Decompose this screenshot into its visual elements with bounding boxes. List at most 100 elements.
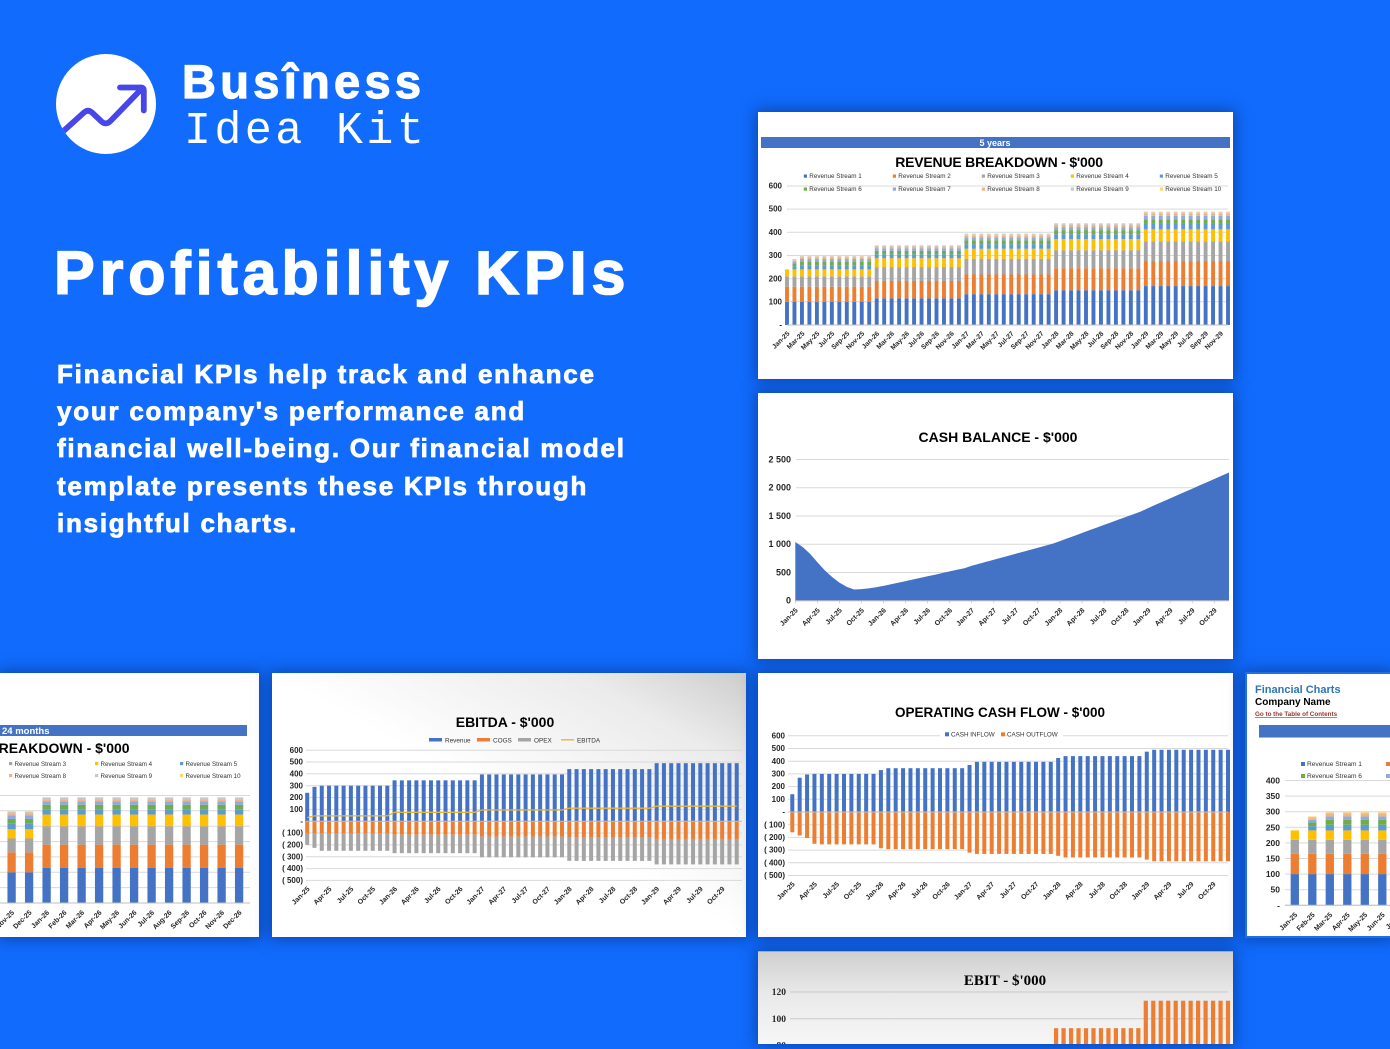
svg-text:100: 100 [290,805,304,814]
svg-text:Jan-27: Jan-27 [466,886,487,907]
svg-text:Jul-26: Jul-26 [910,881,929,900]
svg-text:Revenue Stream 1: Revenue Stream 1 [1307,761,1362,768]
svg-text:Jan-28: Jan-28 [1044,607,1065,628]
svg-text:350: 350 [1266,791,1280,801]
svg-text:250: 250 [1266,822,1280,832]
svg-text:Oct-27: Oct-27 [531,886,551,906]
svg-text:Jul-29: Jul-29 [685,886,704,905]
svg-text:OPERATING CASH FLOW - $'000: OPERATING CASH FLOW - $'000 [895,705,1105,720]
svg-text:Apr-25: Apr-25 [801,607,822,628]
svg-text:CASH INFLOW: CASH INFLOW [951,732,995,739]
svg-text:Jul-29: Jul-29 [1176,881,1195,900]
svg-text:Revenue Stream 5: Revenue Stream 5 [1165,173,1218,180]
svg-text:Apr-28: Apr-28 [1064,881,1085,902]
svg-text:0: 0 [786,596,791,606]
svg-text:Apr-29: Apr-29 [1154,607,1175,628]
svg-text:Jul-25: Jul-25 [825,607,844,626]
svg-text:EBITDA - $'000: EBITDA - $'000 [456,714,555,730]
svg-text:Mar-25: Mar-25 [1313,912,1334,933]
svg-text:Jan-26: Jan-26 [378,886,399,907]
svg-text:Revenue Stream 3: Revenue Stream 3 [987,173,1040,180]
svg-text:Go to the Table of Contents: Go to the Table of Contents [1255,711,1338,718]
svg-text:400: 400 [769,228,783,237]
svg-text:Nov-26: Nov-26 [205,909,227,931]
svg-text:24 months: 24 months [2,726,50,737]
svg-text:Revenue Stream 1: Revenue Stream 1 [809,173,862,180]
svg-text:-: - [782,808,785,817]
svg-text:100: 100 [772,1015,787,1025]
svg-text:Oct-29: Oct-29 [1198,607,1218,627]
svg-text:500: 500 [772,744,786,753]
svg-text:Oct-29: Oct-29 [706,886,726,906]
svg-text:Revenue Stream 8: Revenue Stream 8 [15,773,67,780]
svg-text:May-26: May-26 [99,909,121,931]
svg-text:Jan-26: Jan-26 [867,607,888,628]
svg-text:( 500): ( 500) [282,876,303,885]
svg-text:-: - [300,817,303,826]
svg-text:Financial Charts: Financial Charts [1255,684,1341,696]
svg-text:Oct-29: Oct-29 [1197,881,1217,901]
svg-text:EBITDA: EBITDA [577,738,601,745]
svg-text:Oct-25: Oct-25 [843,881,863,901]
svg-text:( 200): ( 200) [282,841,303,850]
svg-text:-: - [779,321,782,330]
svg-text:300: 300 [1266,807,1280,817]
svg-text:( 500): ( 500) [764,871,785,880]
svg-text:Jan-26: Jan-26 [865,881,886,902]
svg-text:COGS: COGS [493,738,512,745]
svg-text:Feb-25: Feb-25 [1296,912,1317,933]
svg-text:500: 500 [769,205,783,214]
svg-text:500: 500 [290,758,304,767]
svg-text:Company Name: Company Name [1255,697,1331,708]
svg-text:Apr-29: Apr-29 [662,886,683,907]
svg-text:50: 50 [1271,885,1281,895]
svg-text:500: 500 [776,568,791,578]
svg-text:Jun-26: Jun-26 [118,909,139,930]
svg-text:Jul-27: Jul-27 [1001,607,1020,626]
svg-text:OPEX: OPEX [534,738,552,745]
svg-text:Mar-26: Mar-26 [65,909,86,930]
svg-text:100: 100 [1266,869,1280,879]
svg-text:1 500: 1 500 [768,511,791,521]
svg-text:Dec-26: Dec-26 [222,909,243,930]
svg-text:Apr-25: Apr-25 [798,881,819,902]
svg-text:Revenue Stream 7: Revenue Stream 7 [898,186,951,193]
svg-text:Revenue Stream 4: Revenue Stream 4 [101,761,153,768]
svg-text:Jan-28: Jan-28 [1042,881,1063,902]
svg-text:Revenue Stream 6: Revenue Stream 6 [1307,773,1362,780]
svg-text:Revenue: Revenue [445,738,471,745]
svg-text:Oct-28: Oct-28 [1109,881,1129,901]
svg-text:600: 600 [769,182,783,191]
svg-text:400: 400 [290,769,304,778]
svg-text:2 000: 2 000 [768,483,791,493]
svg-text:Jul-28: Jul-28 [1088,881,1107,900]
svg-text:Apr-29: Apr-29 [1153,881,1174,902]
svg-text:Jan-29: Jan-29 [1132,607,1153,628]
svg-text:300: 300 [769,251,783,260]
svg-text:300: 300 [290,781,304,790]
svg-text:Jul-25: Jul-25 [822,881,841,900]
svg-text:Jan-25: Jan-25 [779,607,800,628]
svg-text:200: 200 [769,274,783,283]
svg-text:Jan-29: Jan-29 [1131,881,1152,902]
svg-text:300: 300 [772,770,786,779]
svg-text:100: 100 [772,795,786,804]
svg-text:Jul-25: Jul-25 [1385,912,1390,931]
svg-text:Revenue Stream 2: Revenue Stream 2 [898,173,951,180]
svg-text:( 400): ( 400) [764,858,785,867]
svg-text:Aug-26: Aug-26 [152,909,174,931]
svg-text:EBIT - $'000: EBIT - $'000 [964,973,1046,989]
svg-text:( 100): ( 100) [282,829,303,838]
svg-text:Oct-25: Oct-25 [357,886,377,906]
svg-text:Apr-28: Apr-28 [575,886,596,907]
svg-text:5 years: 5 years [979,138,1010,148]
svg-text:Jan-25: Jan-25 [291,886,312,907]
svg-text:Jul-28: Jul-28 [1089,607,1108,626]
svg-text:Oct-27: Oct-27 [1020,881,1040,901]
svg-text:Jul-27: Jul-27 [511,886,530,905]
svg-text:Sep-26: Sep-26 [170,909,191,930]
svg-text:Apr-26: Apr-26 [400,886,421,907]
svg-text:May-25: May-25 [1347,912,1369,934]
svg-text:Revenue Stream 9: Revenue Stream 9 [101,773,153,780]
svg-text:CASH OUTFLOW: CASH OUTFLOW [1007,732,1058,739]
